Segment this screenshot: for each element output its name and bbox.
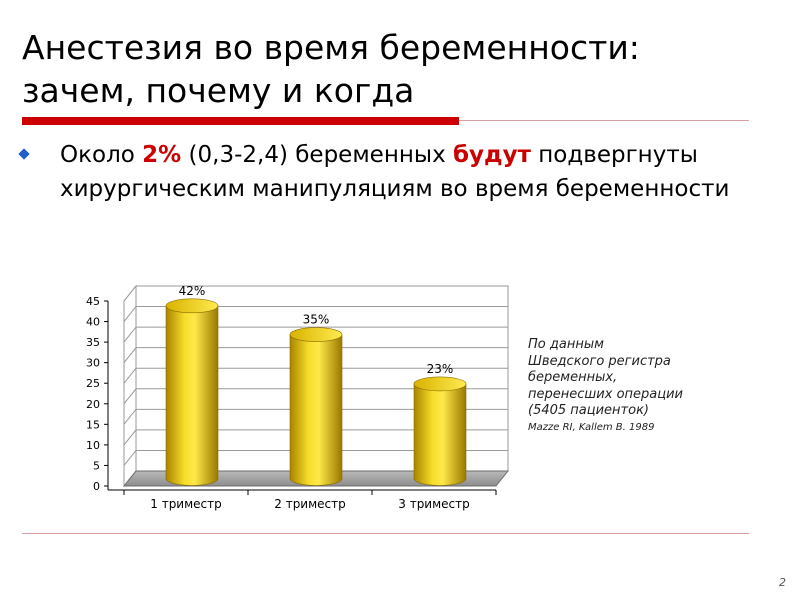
gridline bbox=[123, 429, 508, 446]
x-tick-label: 3 триместр bbox=[398, 497, 470, 511]
page-number: 2 bbox=[779, 576, 786, 589]
bar-data-label: 42% bbox=[179, 284, 206, 298]
x-tick-label: 1 триместр bbox=[150, 497, 222, 511]
bar-data-label: 35% bbox=[303, 313, 330, 327]
bullet-text-part-1: Около bbox=[60, 142, 143, 168]
diamond-bullet-icon bbox=[18, 148, 30, 160]
bullet-text-part-3: подвергнуты хирургическим манипуляциям в… bbox=[60, 142, 730, 202]
y-tick-label: 35 bbox=[86, 336, 100, 349]
title-line-2: зачем, почему и когда bbox=[22, 71, 415, 110]
gridline bbox=[123, 367, 508, 384]
bar-cylinder-top bbox=[413, 376, 467, 392]
bullet-text: Около 2% (0,3-2,4) беременных будут подв… bbox=[60, 138, 770, 206]
gridline bbox=[123, 388, 508, 405]
slide-title: Анестезия во время беременности: зачем, … bbox=[22, 26, 762, 112]
chart-side-wall bbox=[123, 284, 137, 488]
bar-cylinder-body bbox=[413, 383, 467, 486]
bar-cylinder-body bbox=[289, 334, 343, 486]
bullet-text-part-2: (0,3-2,4) беременных bbox=[181, 142, 453, 168]
y-tick-label: 20 bbox=[86, 398, 100, 411]
note-line: перенесших операции bbox=[528, 386, 683, 402]
y-tick-label: 5 bbox=[93, 459, 100, 472]
note-line: беременных, bbox=[528, 370, 618, 385]
y-tick-label: 0 bbox=[93, 480, 100, 493]
gridline bbox=[123, 449, 508, 466]
gridline bbox=[123, 306, 508, 322]
y-tick-label: 15 bbox=[86, 418, 100, 431]
y-tick-label: 25 bbox=[86, 377, 100, 390]
y-tick-label: 40 bbox=[86, 316, 100, 329]
note-line: (5405 пациенток) bbox=[528, 403, 649, 418]
y-tick-label: 10 bbox=[86, 439, 100, 452]
bar-cylinder-top bbox=[165, 298, 219, 314]
note-line: По данным bbox=[528, 337, 604, 352]
note-citation: Mazze RI, Kallem B. 1989 bbox=[528, 421, 655, 433]
title-line-1: Анестезия во время беременности: bbox=[22, 28, 640, 67]
gridline bbox=[123, 347, 508, 363]
bar-cylinder-top bbox=[289, 327, 343, 342]
x-tick-label: 2 триместр bbox=[274, 497, 346, 511]
bar-cylinder-body bbox=[165, 305, 219, 486]
bullet-highlight-percent: 2% bbox=[142, 142, 182, 168]
gridline bbox=[123, 285, 508, 302]
gridline bbox=[123, 326, 508, 343]
bullet-highlight-will: будут bbox=[453, 142, 531, 168]
source-note: По данным Шведского регистра беременных,… bbox=[528, 337, 728, 436]
note-line: Шведского регистра bbox=[528, 353, 671, 369]
footer-divider bbox=[22, 533, 749, 534]
y-tick-label: 30 bbox=[86, 357, 100, 370]
trimester-bar-chart: 0 5 10 15 20 25 30 35 40 45 42% 1 триместр 35% 2 трим… bbox=[86, 284, 510, 511]
y-tick-label: 45 bbox=[86, 295, 100, 308]
bar-data-label: 23% bbox=[427, 362, 454, 376]
title-accent-bar bbox=[22, 117, 459, 125]
gridline bbox=[123, 408, 508, 425]
